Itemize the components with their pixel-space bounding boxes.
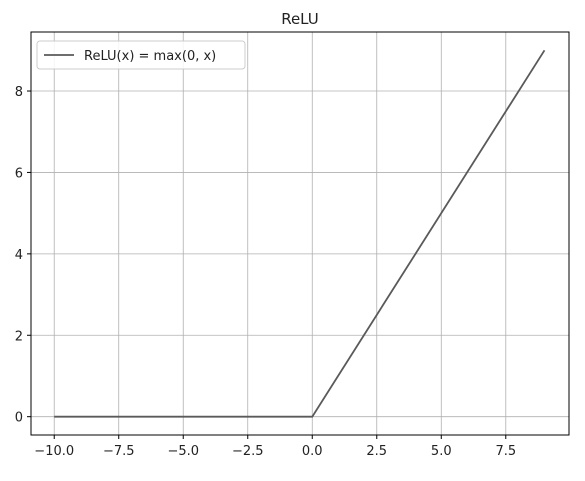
x-tick-label: −2.5 xyxy=(232,444,264,459)
chart-title: ReLU xyxy=(281,10,319,28)
x-tick-label: 5.0 xyxy=(431,444,452,459)
y-tick-label: 6 xyxy=(15,166,23,181)
legend-label: ReLU(x) = max(0, x) xyxy=(84,49,216,64)
plot-frame xyxy=(31,32,569,435)
y-tick-label: 2 xyxy=(15,329,23,344)
x-tick-label: −10.0 xyxy=(34,444,74,459)
x-tick-label: −7.5 xyxy=(103,444,135,459)
grid-lines xyxy=(31,32,569,435)
relu-series-line xyxy=(54,50,544,416)
x-tick-label: 7.5 xyxy=(495,444,516,459)
y-tick-label: 8 xyxy=(15,85,23,100)
y-tick-label: 0 xyxy=(15,411,23,426)
y-tick-label: 4 xyxy=(15,248,23,263)
x-tick-label: 0.0 xyxy=(302,444,323,459)
legend: ReLU(x) = max(0, x) xyxy=(37,41,245,69)
x-tick-label: 2.5 xyxy=(366,444,387,459)
x-tick-label: −5.0 xyxy=(167,444,199,459)
series-layer xyxy=(54,50,544,416)
